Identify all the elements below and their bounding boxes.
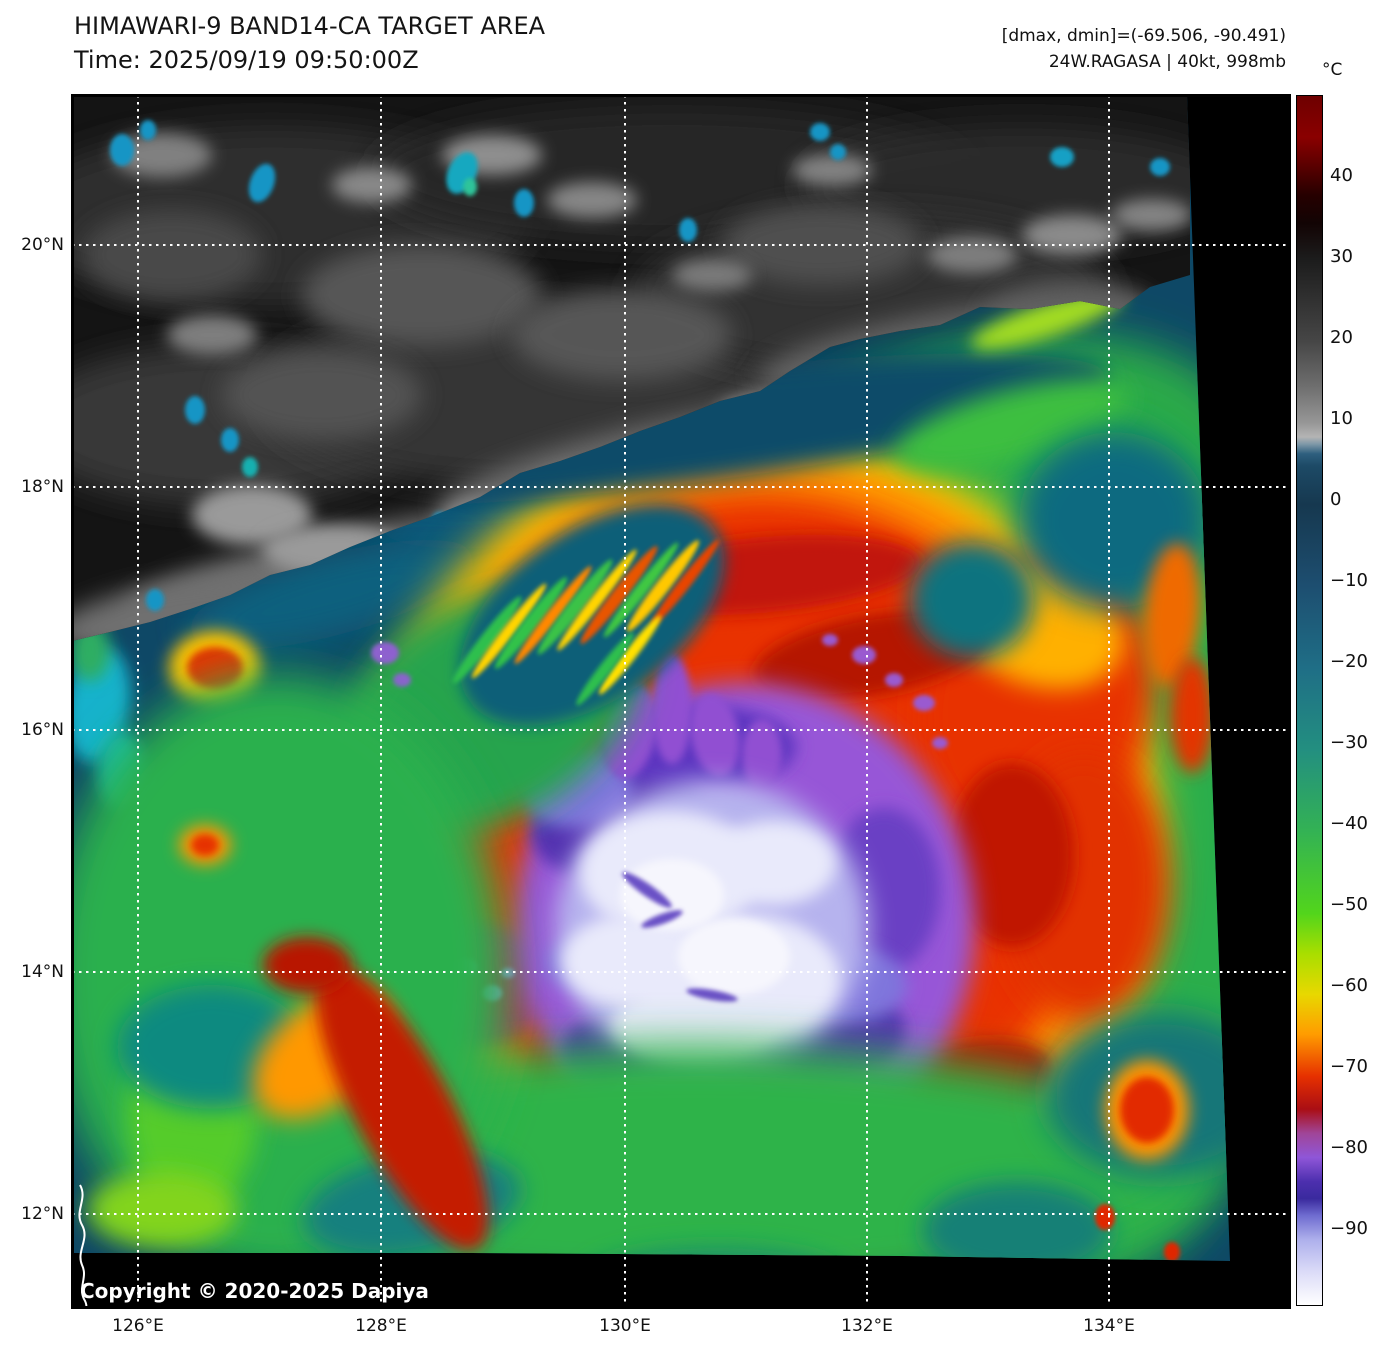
satellite-map-axes: Copyright © 2020-2025 Dapiya (71, 94, 1291, 1312)
timestamp: Time: 2025/09/19 09:50:00Z (74, 46, 419, 74)
data-swath (72, 95, 1230, 1261)
cb-tick-0: 0 (1330, 489, 1342, 510)
lon-tick-132e: 132°E (841, 1316, 893, 1336)
cb-tick-m50: −50 (1330, 894, 1368, 915)
cb-tick-m80: −80 (1330, 1137, 1368, 1158)
lat-tick-14n: 14°N (21, 962, 64, 982)
cb-tick-m10: −10 (1330, 570, 1368, 591)
lat-tick-18n: 18°N (21, 477, 64, 497)
lon-tick-126e: 126°E (112, 1316, 164, 1336)
graticule-grid (72, 95, 1290, 1308)
cb-tick-30: 30 (1330, 246, 1353, 267)
dmax-dmin-readout: [dmax, dmin]=(-69.506, -90.491) (1001, 26, 1286, 46)
cb-tick-m70: −70 (1330, 1056, 1368, 1077)
satellite-image (72, 95, 1290, 1312)
storm-info: 24W.RAGASA | 40kt, 998mb (1048, 52, 1286, 72)
colorbar-unit-label: °C (1322, 60, 1343, 80)
cb-tick-20: 20 (1330, 327, 1353, 348)
cb-tick-40: 40 (1330, 165, 1353, 186)
lat-tick-16n: 16°N (21, 720, 64, 740)
lon-tick-128e: 128°E (355, 1316, 407, 1336)
cb-tick-m30: −30 (1330, 732, 1368, 753)
cb-tick-m60: −60 (1330, 975, 1368, 996)
cb-tick-m20: −20 (1330, 651, 1368, 672)
axes-border (72, 95, 1290, 1308)
lon-tick-134e: 134°E (1083, 1316, 1135, 1336)
temperature-colorbar (1296, 95, 1323, 1306)
lat-tick-12n: 12°N (21, 1204, 64, 1224)
page-title: HIMAWARI-9 BAND14-CA TARGET AREA (74, 12, 546, 40)
cb-tick-m90: −90 (1330, 1218, 1368, 1239)
cb-tick-10: 10 (1330, 408, 1353, 429)
lat-tick-20n: 20°N (21, 235, 64, 255)
lon-tick-130e: 130°E (599, 1316, 651, 1336)
copyright-watermark: Copyright © 2020-2025 Dapiya (80, 1279, 429, 1303)
typhoon-core (555, 780, 869, 1076)
east-edge-cells (1095, 543, 1214, 1261)
cb-tick-m40: −40 (1330, 813, 1368, 834)
